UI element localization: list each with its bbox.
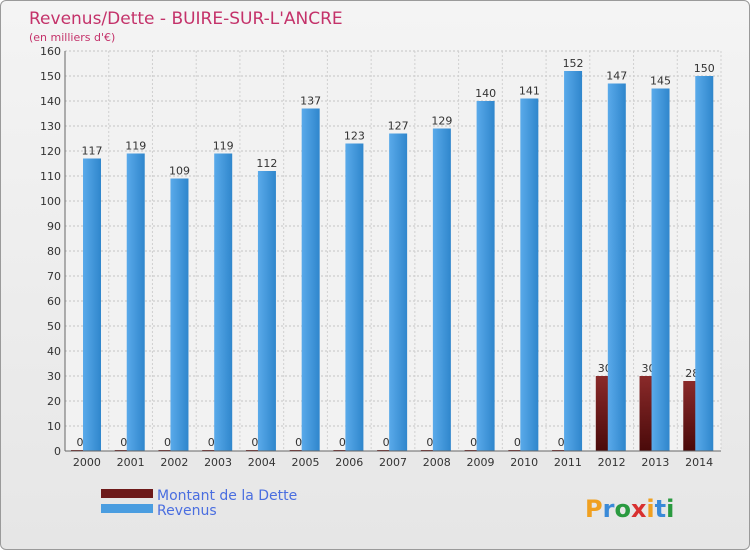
data-label-revenus-2013: 145 xyxy=(650,75,671,88)
y-tick-label: 50 xyxy=(47,320,61,333)
data-label-dette-2007: 0 xyxy=(383,436,390,449)
bar-revenus-2001 xyxy=(126,153,145,451)
x-tick-label: 2010 xyxy=(510,456,538,469)
x-tick-label: 2001 xyxy=(117,456,145,469)
y-tick-label: 120 xyxy=(40,145,61,158)
data-label-dette-2002: 0 xyxy=(164,436,171,449)
bar-revenus-2002 xyxy=(170,178,189,451)
logo-letter: o xyxy=(614,495,631,523)
y-axis: 0 10 20 30 40 50 60 70 80 90 100 110 120 130 140 150 160 xyxy=(40,45,66,458)
x-tick-label: 2000 xyxy=(73,456,101,469)
data-label-dette-2009: 0 xyxy=(470,436,477,449)
bar-revenus-2003 xyxy=(214,153,233,451)
bar-revenus-2005 xyxy=(301,108,320,451)
bar-revenus-2013 xyxy=(651,88,670,451)
x-tick-label: 2014 xyxy=(685,456,713,469)
data-label-dette-2006: 0 xyxy=(339,436,346,449)
x-tick-label: 2009 xyxy=(466,456,494,469)
x-tick-label: 2012 xyxy=(598,456,626,469)
y-tick-label: 60 xyxy=(47,295,61,308)
y-tick-label: 80 xyxy=(47,245,61,258)
bar-revenus-2011 xyxy=(564,71,583,451)
y-tick-label: 20 xyxy=(47,395,61,408)
legend-swatch-revenus xyxy=(101,504,153,513)
y-tick-label: 130 xyxy=(40,120,61,133)
bar-revenus-2004 xyxy=(257,171,276,451)
x-tick-label: 2004 xyxy=(248,456,276,469)
data-label-revenus-2002: 109 xyxy=(169,165,190,178)
data-label-revenus-2005: 137 xyxy=(300,95,321,108)
x-axis: 2000 2001 2002 2003 2004 2005 2006 2007 2008 2009… xyxy=(65,450,721,469)
bar-revenus-2009 xyxy=(476,101,495,451)
data-label-dette-2004: 0 xyxy=(251,436,258,449)
logo-letter: P xyxy=(585,495,603,523)
data-label-dette-2011: 0 xyxy=(558,436,565,449)
data-label-revenus-2010: 141 xyxy=(519,85,540,98)
bar-series: 0 117 0 119 0 109 0 119 0 112 0 137 0 123 0 127 0 129 0 140… xyxy=(71,57,715,451)
bar-revenus-2012 xyxy=(607,83,626,451)
legend: Montant de la Dette Revenus xyxy=(101,488,297,519)
y-tick-label: 90 xyxy=(47,220,61,233)
y-tick-label: 100 xyxy=(40,195,61,208)
x-tick-label: 2013 xyxy=(641,456,669,469)
data-label-revenus-2004: 112 xyxy=(256,157,277,170)
legend-label-dette: Montant de la Dette xyxy=(157,488,297,504)
data-label-dette-2003: 0 xyxy=(208,436,215,449)
data-label-dette-2010: 0 xyxy=(514,436,521,449)
y-tick-label: 150 xyxy=(40,70,61,83)
data-label-revenus-2011: 152 xyxy=(563,57,584,70)
x-tick-label: 2003 xyxy=(204,456,232,469)
logo-letter: i xyxy=(646,495,654,523)
data-label-revenus-2006: 123 xyxy=(344,130,365,143)
logo-letter: r xyxy=(603,495,615,523)
data-label-revenus-2007: 127 xyxy=(388,120,409,133)
y-tick-label: 40 xyxy=(47,345,61,358)
logo-letter: i xyxy=(666,495,674,523)
bar-revenus-2010 xyxy=(520,98,539,451)
bar-revenus-2000 xyxy=(83,158,101,451)
y-tick-label: 10 xyxy=(47,420,61,433)
y-tick-label: 160 xyxy=(40,45,61,58)
data-label-revenus-2008: 129 xyxy=(431,115,452,128)
proxiti-logo: Proxiti xyxy=(585,495,674,523)
x-tick-label: 2008 xyxy=(423,456,451,469)
x-tick-label: 2005 xyxy=(292,456,320,469)
data-label-revenus-2000: 117 xyxy=(82,145,103,158)
y-tick-label: 0 xyxy=(54,445,61,458)
logo-letter: t xyxy=(655,495,666,523)
chart-title: Revenus/Dette - BUIRE-SUR-L'ANCRE xyxy=(29,9,343,29)
data-label-dette-2000: 0 xyxy=(77,436,84,449)
data-label-dette-2001: 0 xyxy=(120,436,127,449)
x-tick-label: 2002 xyxy=(160,456,188,469)
x-tick-label: 2007 xyxy=(379,456,407,469)
x-tick-label: 2006 xyxy=(335,456,363,469)
legend-swatch-dette xyxy=(101,489,153,498)
y-tick-label: 140 xyxy=(40,95,61,108)
data-label-revenus-2001: 119 xyxy=(125,140,146,153)
x-tick-label: 2011 xyxy=(554,456,582,469)
data-label-dette-2005: 0 xyxy=(295,436,302,449)
bar-revenus-2006 xyxy=(345,143,364,451)
data-label-revenus-2012: 147 xyxy=(606,70,627,83)
data-label-revenus-2014: 150 xyxy=(694,62,715,75)
bar-revenus-2007 xyxy=(389,133,408,451)
bar-revenus-2014 xyxy=(695,76,714,451)
data-label-revenus-2003: 119 xyxy=(213,140,234,153)
bar-revenus-2008 xyxy=(432,128,451,451)
legend-label-revenus: Revenus xyxy=(157,503,217,519)
chart-subtitle: (en milliers d'€) xyxy=(29,31,115,44)
data-label-dette-2008: 0 xyxy=(426,436,433,449)
data-label-revenus-2009: 140 xyxy=(475,87,496,100)
y-tick-label: 30 xyxy=(47,370,61,383)
y-tick-label: 70 xyxy=(47,270,61,283)
y-tick-label: 110 xyxy=(40,170,61,183)
logo-letter: x xyxy=(631,495,647,523)
